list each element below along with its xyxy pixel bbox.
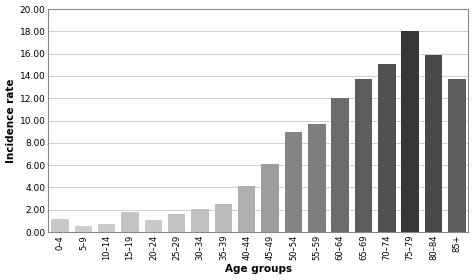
Bar: [331, 98, 349, 232]
Bar: [448, 79, 465, 232]
Bar: [98, 224, 116, 232]
Bar: [355, 79, 372, 232]
Bar: [191, 209, 209, 232]
Bar: [401, 31, 419, 232]
Bar: [261, 164, 279, 232]
Bar: [145, 220, 162, 232]
Bar: [215, 204, 232, 232]
X-axis label: Age groups: Age groups: [225, 264, 292, 274]
Bar: [168, 214, 185, 232]
Bar: [378, 64, 395, 232]
Bar: [51, 219, 69, 232]
Y-axis label: Incidence rate: Incidence rate: [6, 78, 16, 163]
Bar: [285, 132, 302, 232]
Bar: [74, 226, 92, 232]
Bar: [238, 186, 255, 232]
Bar: [425, 55, 442, 232]
Bar: [121, 213, 139, 232]
Bar: [308, 124, 326, 232]
